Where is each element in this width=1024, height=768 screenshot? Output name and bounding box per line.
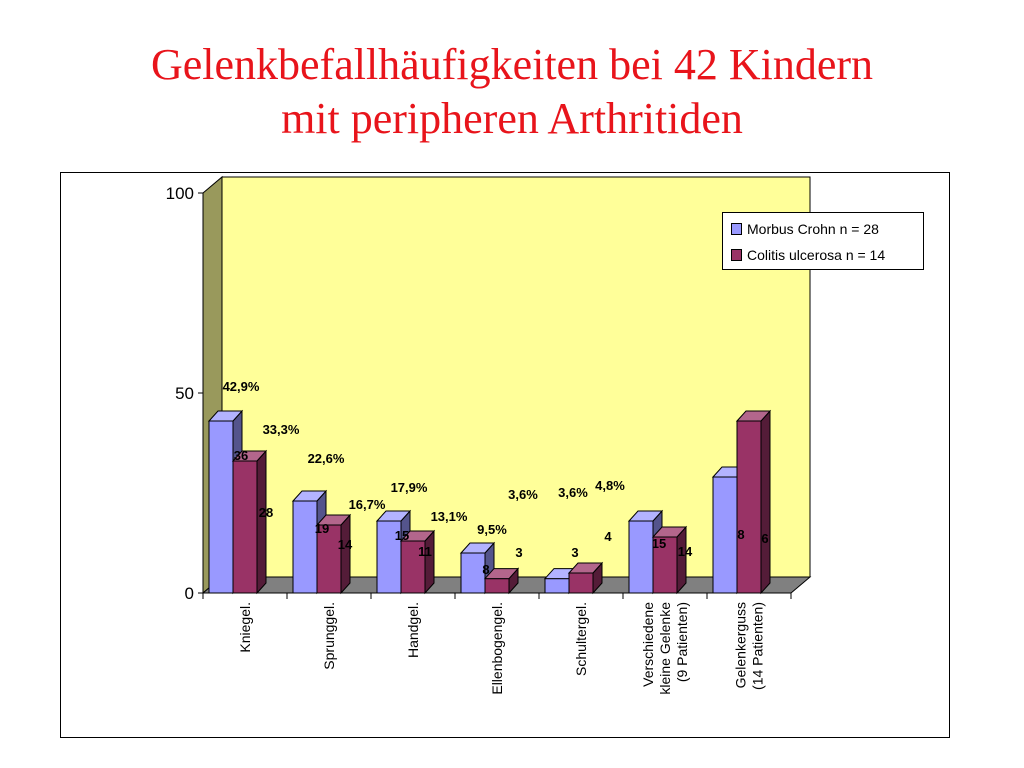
count-label-2-3: 3 [515,545,522,560]
count-label-2-1: 14 [338,537,353,552]
bar-front [544,578,570,594]
count-label-2-0: 28 [259,505,273,520]
x-category-label-2: Handgel. [405,602,421,658]
bar-top [627,510,664,522]
x-category-label-5-line-2: (9 Patienten) [674,602,690,682]
count-label-1-2: 15 [395,528,409,543]
legend-item-series-2: Colitis ulcerosa n = 14 [731,246,885,264]
bar-2-6 [735,409,772,595]
legend-item-series-1: Morbus Crohn n = 28 [731,220,879,238]
bar-top [231,450,268,462]
bar-top [315,514,352,526]
y-tick-label-0: 0 [185,584,194,603]
bar-side [760,409,771,595]
bar-top [735,410,772,422]
x-category-label-3: Ellenbogengel. [489,602,505,695]
percent-label-1-0: 42,9% [223,379,260,394]
count-label-1-1: 19 [315,521,329,536]
title-line-1: Gelenkbefallhäufigkeiten bei 42 Kindern [150,40,874,89]
bar-2-5 [651,525,688,595]
count-label-1-0: 36 [234,448,248,463]
bar-top [567,562,604,574]
bar-top [651,526,688,538]
bar-top [483,568,520,580]
count-label-1-5: 15 [652,536,666,551]
bar-front [232,460,258,594]
bar-front [292,500,318,594]
slide-title: Gelenkbefallhäufigkeiten bei 42 Kindern … [0,38,1024,146]
bar-front [628,520,654,594]
x-category-label-4: Schultergel. [573,602,589,676]
x-category-label-6-line-1: (14 Patienten) [750,602,766,690]
legend-swatch-series-2 [731,249,742,262]
percent-label-2-3: 3,6% [508,487,538,502]
percent-label-1-3: 9,5% [477,522,507,537]
percent-label-1-2: 17,9% [391,480,428,495]
count-label-2-4: 4 [604,529,612,544]
bar-2-0 [231,449,268,595]
bar-front [484,578,510,594]
y-tick-label-2: 100 [166,184,194,203]
bar-front [736,420,762,594]
bar-top [375,510,412,522]
bar-top [207,410,244,422]
bar-front [712,476,738,594]
bar-side [340,513,351,595]
title-line-2: mit peripheren Arthritiden [281,94,743,143]
percent-label-2-2: 13,1% [431,509,468,524]
count-label-2-6: 6 [761,531,768,546]
bar-side [256,449,267,595]
bar-front [208,420,234,594]
legend-swatch-series-1 [731,223,742,236]
bar-side [424,529,435,595]
count-label-1-3: 8 [482,562,489,577]
chart-legend: Morbus Crohn n = 28 Colitis ulcerosa n =… [722,212,924,270]
bar-2-2 [399,529,436,595]
bar-2-3 [483,567,520,595]
percent-label-2-1: 16,7% [349,497,386,512]
legend-label-series-2: Colitis ulcerosa n = 14 [747,247,886,263]
x-category-label-5-line-1: kleine Gelenke [657,602,673,695]
bar-2-4 [567,561,604,595]
y-tick-label-1: 50 [175,384,194,403]
bar-top [459,542,496,554]
count-label-1-4: 3 [571,545,578,560]
count-label-2-5: 14 [678,544,693,559]
bar-top [399,530,436,542]
x-category-label-1: Sprunggel. [321,602,337,670]
percent-label-1-4: 3,6% [558,485,588,500]
count-label-1-6: 8 [737,527,744,542]
bar-2-1 [315,513,352,595]
count-label-2-2: 11 [418,544,432,559]
legend-label-series-1: Morbus Crohn n = 28 [747,221,879,237]
percent-label-1-1: 22,6% [308,451,345,466]
x-category-label-0: Kniegel. [237,602,253,653]
bar-top [291,490,328,502]
x-category-label-5-line-0: Verschiedene [640,602,656,687]
bar-side [676,525,687,595]
percent-label-2-0: 33,3% [263,422,300,437]
percent-label-2-4: 4,8% [595,478,625,493]
bar-front [568,572,594,594]
x-category-label-6-line-0: Gelenkerguss [733,602,749,688]
